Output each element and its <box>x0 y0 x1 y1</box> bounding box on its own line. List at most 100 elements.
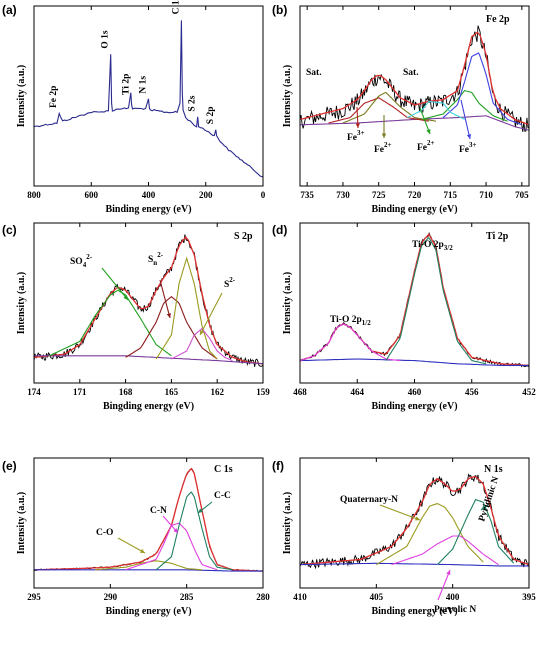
peak-annotation-text: Fe 2p <box>49 86 59 108</box>
peak-annotation: Fe2+ <box>417 139 435 153</box>
y-axis-label: Intensity (a.u.) <box>16 492 27 555</box>
pointer-head <box>123 295 128 300</box>
peak-annotation: C 1s <box>171 0 181 14</box>
series-pyridinic-n <box>437 498 515 565</box>
peak-annotation-text: C-O <box>96 528 113 538</box>
y-axis-label: Intensity (a.u.) <box>16 272 27 335</box>
x-tick-label: 159 <box>256 387 270 397</box>
pointer-line <box>460 99 471 140</box>
plot-frame <box>33 457 264 589</box>
panel-title: Fe 2p <box>486 14 510 25</box>
peak-annotation: Fe2+ <box>374 141 392 155</box>
peak-annotation-text: S 2p <box>206 106 216 124</box>
x-tick-label: 162 <box>210 387 224 397</box>
peak-annotation: C-O <box>96 528 113 538</box>
x-tick-label: 710 <box>479 190 493 200</box>
pointer-line <box>101 267 129 301</box>
y-axis-label: Intensity (a.u.) <box>16 65 27 128</box>
x-tick-label: 705 <box>515 190 529 200</box>
pointer-line <box>199 292 223 336</box>
series-s-2-2p1-2- <box>171 327 233 362</box>
series-sn-2- <box>125 295 218 360</box>
peak-annotation: Fe 2p <box>49 86 59 108</box>
peak-annotation: Ti 2p <box>121 74 131 95</box>
panel-title: S 2p <box>234 231 253 242</box>
panel-label: (a) <box>2 3 17 17</box>
series-quaternary-n <box>376 503 484 566</box>
peak-annotation-text: C 1s <box>171 0 181 14</box>
peak-annotation-sup: 2- <box>229 276 236 284</box>
plot-frame <box>33 5 264 187</box>
x-tick-label: 725 <box>372 190 386 200</box>
peak-annotation: Pyrrolic N <box>434 605 476 615</box>
y-axis-label: Intensity (a.u.) <box>282 65 293 128</box>
series-raw <box>299 231 530 368</box>
x-tick-label: 171 <box>73 387 87 397</box>
pointer-line <box>159 279 171 319</box>
series-fit <box>33 235 264 365</box>
series-fe2-2p1-2- <box>342 91 437 124</box>
peak-annotation: Ti-O 2p1/2 <box>330 315 371 327</box>
y-axis-label: Intensity (a.u.) <box>282 272 293 335</box>
plot-frame <box>33 222 264 384</box>
peak-annotation-text: Ti-O 2p <box>412 240 444 250</box>
peak-annotation-text: Pyrrolic N <box>434 605 476 615</box>
x-tick-label: 464 <box>351 387 365 397</box>
panel-label: (c) <box>2 223 17 237</box>
series-background <box>299 115 530 131</box>
peak-annotation-text: S <box>148 255 153 265</box>
peak-annotation: Fe3+ <box>347 129 365 143</box>
x-axis-label: Bingding energy (eV) <box>103 401 194 412</box>
panel-label: (e) <box>2 459 17 473</box>
peak-annotation-text: S <box>224 280 229 290</box>
peak-annotation: N 1s <box>139 76 149 94</box>
peak-annotation-text: N 1s <box>139 76 149 94</box>
pointer-head <box>481 505 486 510</box>
x-tick-label: 730 <box>336 190 350 200</box>
peak-annotation-text: Sat. <box>403 68 419 78</box>
series-fe3-2p3-2- <box>442 52 523 126</box>
peak-annotation-sup: 2+ <box>427 139 435 147</box>
peak-annotation-sub: n <box>153 259 157 267</box>
peak-annotation-text: Fe <box>374 145 384 155</box>
series-fit <box>299 233 530 367</box>
series-background <box>34 569 263 572</box>
series-background <box>34 355 264 365</box>
x-tick-label: 800 <box>27 190 41 200</box>
series-ti-o-2p1-2 <box>299 323 401 362</box>
series-c-c <box>155 491 233 571</box>
x-tick-label: 410 <box>293 592 307 602</box>
series-so4-2- <box>49 289 172 357</box>
peak-annotation-sub: 1/2 <box>362 319 371 327</box>
series-raw <box>33 234 264 367</box>
pointer-head <box>198 508 203 513</box>
x-tick-label: 280 <box>256 592 270 602</box>
pointer-head <box>355 123 360 128</box>
series-raw <box>34 468 263 572</box>
panel-title: N 1s <box>484 464 503 475</box>
peak-annotation-sub: 3/2 <box>444 244 453 252</box>
peak-annotation: Quaternary-N <box>340 495 398 505</box>
x-axis-label: Binding energy (eV) <box>371 204 457 215</box>
x-tick-label: 200 <box>199 190 213 200</box>
peak-annotation: C-C <box>214 491 231 501</box>
series-pyrrolic-n <box>391 535 499 566</box>
peak-annotation: Sn2- <box>148 251 164 267</box>
peak-annotation: Ti-O 2p3/2 <box>412 240 453 252</box>
peak-annotation-sup: 3+ <box>357 129 365 137</box>
series-ti-o-2p3-2 <box>385 237 487 365</box>
peak-annotation-text: SO <box>70 257 83 267</box>
x-tick-label: 165 <box>165 387 179 397</box>
x-tick-label: 0 <box>261 190 266 200</box>
peak-annotation-text: Fe <box>347 133 357 143</box>
peak-annotation: Sat. <box>306 68 322 78</box>
panel-3: (c) S 2p 174 171 168 165 162 159 Bingding energy… <box>2 222 270 412</box>
series-fit <box>299 31 530 126</box>
x-tick-label: 405 <box>370 592 384 602</box>
peak-annotation: S2- <box>224 276 236 290</box>
panel-4: (d) Ti 2p 468 464 460 456 452 Binding energy (e… <box>272 222 536 412</box>
peak-annotation: S 2p <box>206 106 216 124</box>
x-tick-label: 295 <box>27 592 41 602</box>
panel-label: (f) <box>272 459 284 473</box>
